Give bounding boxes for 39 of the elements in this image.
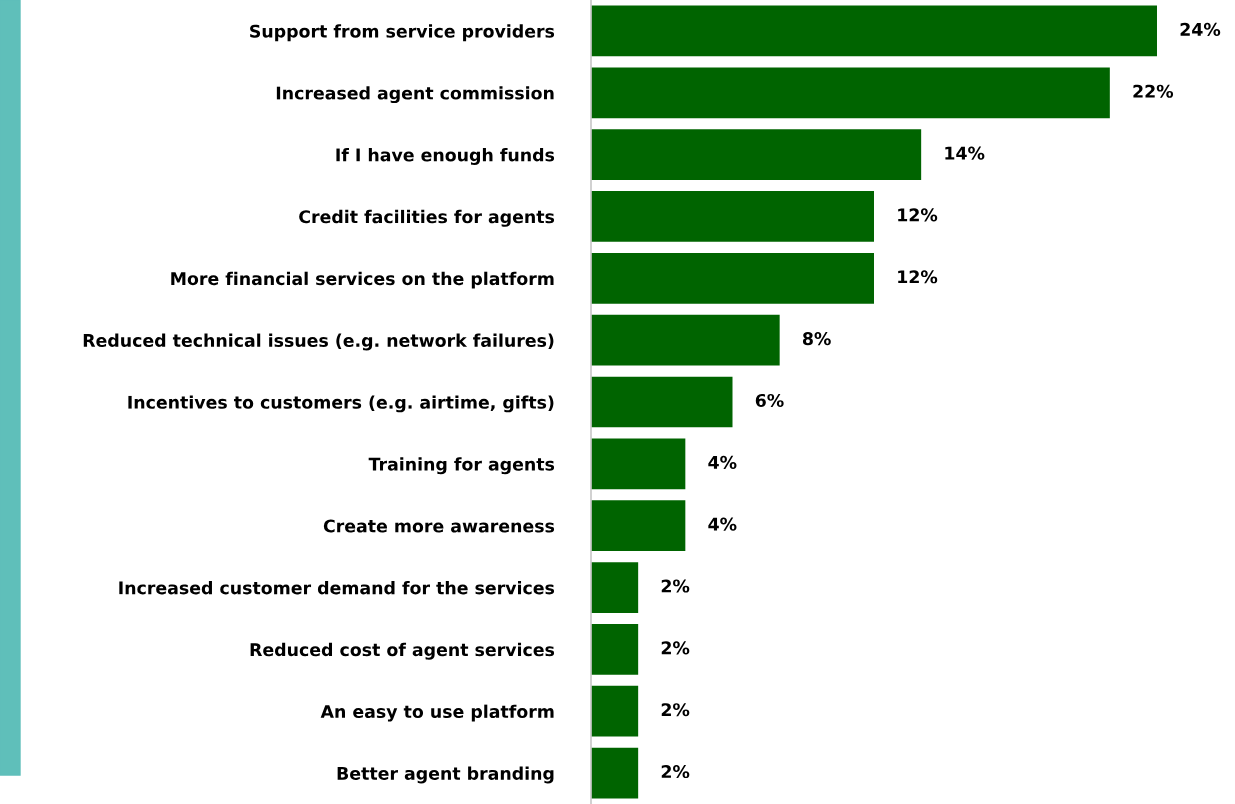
y-tick-label: Increased agent commission <box>276 86 554 104</box>
data-label: 6% <box>755 393 784 408</box>
y-tick-label: Increased customer demand for the services <box>119 580 555 595</box>
y-tick-label: Reduced cost of agent services <box>250 642 555 660</box>
data-label: 2% <box>661 641 690 655</box>
bar <box>591 500 686 552</box>
data-label: 12% <box>898 208 938 222</box>
y-tick-label: Reduced technical issues (e.g. network failures) <box>83 333 554 351</box>
data-label: 4% <box>708 455 737 469</box>
data-label: 14% <box>945 146 985 160</box>
y-tick-label: Support from service providers <box>250 24 555 42</box>
y-tick-label: Incentives to customers (e.g. airtime, gifts) <box>128 395 554 413</box>
bar <box>591 191 874 242</box>
y-tick-label: An easy to use platform <box>320 704 554 722</box>
bar <box>591 67 1110 119</box>
data-label: 2% <box>661 579 690 593</box>
y-tick-label: If I have enough funds <box>336 148 555 165</box>
bar <box>591 252 874 304</box>
data-label: 12% <box>898 270 938 284</box>
bar <box>591 376 733 428</box>
bar <box>591 314 780 366</box>
data-label: 2% <box>661 764 690 779</box>
bar <box>591 624 639 675</box>
y-tick-label: Training for agents <box>368 457 555 475</box>
data-label: 22% <box>1133 84 1174 98</box>
data-label: 4% <box>708 517 737 531</box>
bar <box>591 5 1157 57</box>
bar <box>591 562 639 613</box>
data-label: 2% <box>661 703 690 717</box>
bar <box>591 438 686 490</box>
bar <box>591 685 639 737</box>
y-tick-label: Create more awareness <box>323 519 555 533</box>
bar <box>591 129 922 180</box>
data-label: 8% <box>802 332 831 346</box>
y-tick-label: Better agent branding <box>337 766 554 784</box>
y-tick-label: Credit facilities for agents <box>299 209 555 227</box>
y-tick-label: More financial services on the platform <box>171 271 554 289</box>
bar <box>591 747 639 799</box>
data-label: 24% <box>1180 22 1221 36</box>
